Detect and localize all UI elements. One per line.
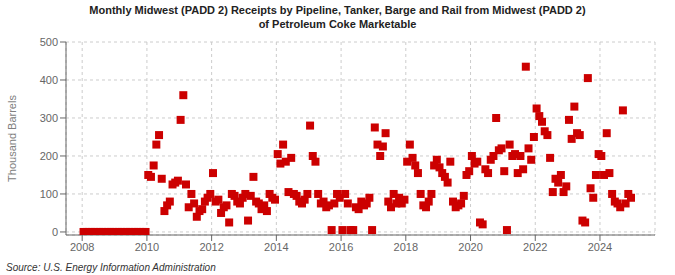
svg-text:0: 0 <box>52 226 58 238</box>
svg-text:2014: 2014 <box>264 241 288 253</box>
svg-text:2018: 2018 <box>394 241 418 253</box>
svg-text:2022: 2022 <box>523 241 547 253</box>
svg-text:2008: 2008 <box>70 241 94 253</box>
svg-text:300: 300 <box>40 112 58 124</box>
svg-text:2024: 2024 <box>588 241 612 253</box>
svg-text:2020: 2020 <box>458 241 482 253</box>
html-text:of Petroleum Coke Marketable: of Petroleum Coke Marketable <box>258 18 417 30</box>
svg-text:400: 400 <box>40 74 58 86</box>
svg-text:2016: 2016 <box>329 241 353 253</box>
svg-text:200: 200 <box>40 150 58 162</box>
svg-text:2012: 2012 <box>199 241 223 253</box>
html-text:Source: U.S. Energy Informatio: Source: U.S. Energy Information Administ… <box>6 262 216 273</box>
html-text:Monthly Midwest (PADD 2) Recei: Monthly Midwest (PADD 2) Receipts by Pip… <box>89 4 586 16</box>
svg-text:100: 100 <box>40 188 58 200</box>
svg-text:500: 500 <box>40 36 58 48</box>
svg-text:Thousand Barrels: Thousand Barrels <box>8 95 18 182</box>
svg-text:2010: 2010 <box>135 241 159 253</box>
